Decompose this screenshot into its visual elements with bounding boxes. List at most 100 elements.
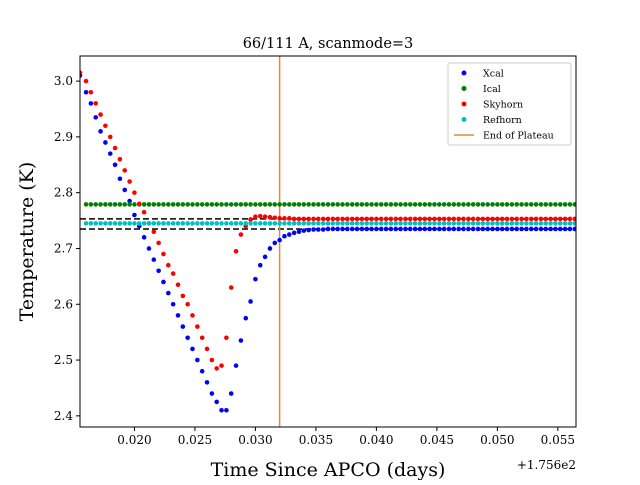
point-refhorn-76 bbox=[451, 221, 457, 226]
point-xcal-18 bbox=[166, 290, 171, 296]
x-tick-label: 0.055 bbox=[541, 433, 575, 447]
point-skyhorn-9 bbox=[122, 168, 128, 173]
point-skyhorn-73 bbox=[432, 216, 437, 222]
point-refhorn-52 bbox=[335, 221, 340, 226]
point-xcal-83 bbox=[480, 226, 486, 232]
point-xcal-21 bbox=[180, 324, 186, 329]
point-xcal-14 bbox=[146, 246, 152, 251]
point-skyhorn-17 bbox=[161, 251, 166, 257]
point-ical-70 bbox=[422, 202, 428, 207]
point-ical-59 bbox=[369, 202, 374, 207]
point-ical-90 bbox=[519, 202, 524, 207]
point-refhorn-101 bbox=[572, 221, 576, 226]
series-ical bbox=[83, 202, 576, 207]
point-ical-81 bbox=[475, 202, 481, 207]
point-refhorn-23 bbox=[195, 221, 200, 226]
point-refhorn-43 bbox=[291, 221, 297, 226]
point-skyhorn-80 bbox=[466, 216, 471, 222]
point-skyhorn-26 bbox=[204, 346, 210, 352]
point-xcal-60 bbox=[369, 226, 374, 232]
point-ical-54 bbox=[345, 202, 350, 207]
x-tick-label: 0.025 bbox=[178, 433, 212, 447]
point-refhorn-29 bbox=[224, 221, 229, 226]
point-ical-29 bbox=[224, 202, 229, 207]
point-ical-76 bbox=[451, 202, 457, 207]
point-skyhorn-5 bbox=[103, 123, 108, 129]
point-skyhorn-70 bbox=[417, 216, 423, 222]
point-refhorn-28 bbox=[219, 221, 224, 226]
point-refhorn-54 bbox=[345, 221, 350, 226]
point-xcal-10 bbox=[127, 198, 132, 204]
point-ical-48 bbox=[316, 202, 321, 207]
point-ical-101 bbox=[572, 202, 576, 207]
point-xcal-45 bbox=[296, 229, 302, 235]
point-xcal-90 bbox=[514, 226, 520, 232]
point-xcal-97 bbox=[548, 226, 553, 232]
point-ical-38 bbox=[267, 202, 273, 207]
point-ical-91 bbox=[524, 202, 529, 207]
point-skyhorn-57 bbox=[354, 216, 360, 222]
point-skyhorn-52 bbox=[330, 216, 336, 222]
point-skyhorn-66 bbox=[398, 216, 403, 222]
point-ical-60 bbox=[374, 202, 379, 207]
x-axis-ticks: 0.020 0.025 0.030 0.035 0.040 0.045 0.050 0.055 bbox=[117, 427, 575, 447]
point-xcal-52 bbox=[330, 226, 336, 232]
y-tick-label: 2.6 bbox=[54, 297, 73, 311]
point-skyhorn-54 bbox=[340, 216, 345, 222]
point-skyhorn-89 bbox=[509, 216, 515, 222]
point-xcal-38 bbox=[262, 254, 268, 260]
point-refhorn-36 bbox=[257, 221, 263, 226]
point-refhorn-19 bbox=[175, 221, 181, 226]
data-points bbox=[80, 70, 576, 413]
x-tick-label: 0.035 bbox=[299, 433, 333, 447]
point-ical-31 bbox=[233, 202, 239, 207]
y-tick-label: 2.9 bbox=[54, 130, 73, 144]
point-refhorn-56 bbox=[354, 221, 360, 226]
point-refhorn-64 bbox=[393, 221, 399, 226]
point-xcal-66 bbox=[398, 226, 403, 232]
point-ical-80 bbox=[470, 202, 476, 207]
point-ical-24 bbox=[199, 202, 205, 207]
point-ical-26 bbox=[209, 202, 215, 207]
point-skyhorn-65 bbox=[393, 216, 399, 222]
point-ical-49 bbox=[320, 202, 326, 207]
point-ical-37 bbox=[262, 202, 268, 207]
point-refhorn-0 bbox=[83, 221, 89, 226]
point-refhorn-84 bbox=[490, 221, 495, 226]
point-xcal-39 bbox=[267, 246, 273, 251]
point-skyhorn-13 bbox=[141, 209, 147, 215]
point-xcal-29 bbox=[219, 407, 224, 413]
point-ical-50 bbox=[325, 202, 331, 207]
point-ical-74 bbox=[441, 202, 447, 207]
point-skyhorn-95 bbox=[538, 216, 544, 222]
point-xcal-99 bbox=[557, 226, 563, 232]
point-ical-64 bbox=[393, 202, 399, 207]
point-refhorn-75 bbox=[446, 221, 452, 226]
legend-label-end-of-plateau: End of Plateau bbox=[483, 131, 554, 142]
point-xcal-24 bbox=[195, 357, 200, 363]
point-ical-35 bbox=[253, 202, 258, 207]
point-ical-42 bbox=[286, 202, 292, 207]
point-xcal-16 bbox=[156, 268, 161, 274]
point-ical-65 bbox=[398, 202, 403, 207]
point-xcal-68 bbox=[407, 226, 413, 232]
point-ical-25 bbox=[204, 202, 210, 207]
point-xcal-63 bbox=[383, 226, 389, 232]
y-tick-label: 2.5 bbox=[54, 353, 73, 367]
point-skyhorn-62 bbox=[378, 216, 384, 222]
point-ical-55 bbox=[349, 202, 355, 207]
point-refhorn-77 bbox=[456, 221, 461, 226]
point-xcal-23 bbox=[190, 346, 195, 352]
point-refhorn-22 bbox=[190, 221, 195, 226]
point-xcal-11 bbox=[132, 212, 137, 218]
point-xcal-77 bbox=[451, 226, 457, 232]
point-refhorn-90 bbox=[519, 221, 524, 226]
point-skyhorn-51 bbox=[325, 216, 331, 222]
point-xcal-80 bbox=[466, 226, 471, 232]
point-refhorn-82 bbox=[480, 221, 486, 226]
point-skyhorn-2 bbox=[88, 89, 94, 95]
point-skyhorn-88 bbox=[504, 216, 510, 222]
point-ical-79 bbox=[466, 202, 471, 207]
point-skyhorn-86 bbox=[495, 216, 500, 222]
point-ical-78 bbox=[461, 202, 466, 207]
